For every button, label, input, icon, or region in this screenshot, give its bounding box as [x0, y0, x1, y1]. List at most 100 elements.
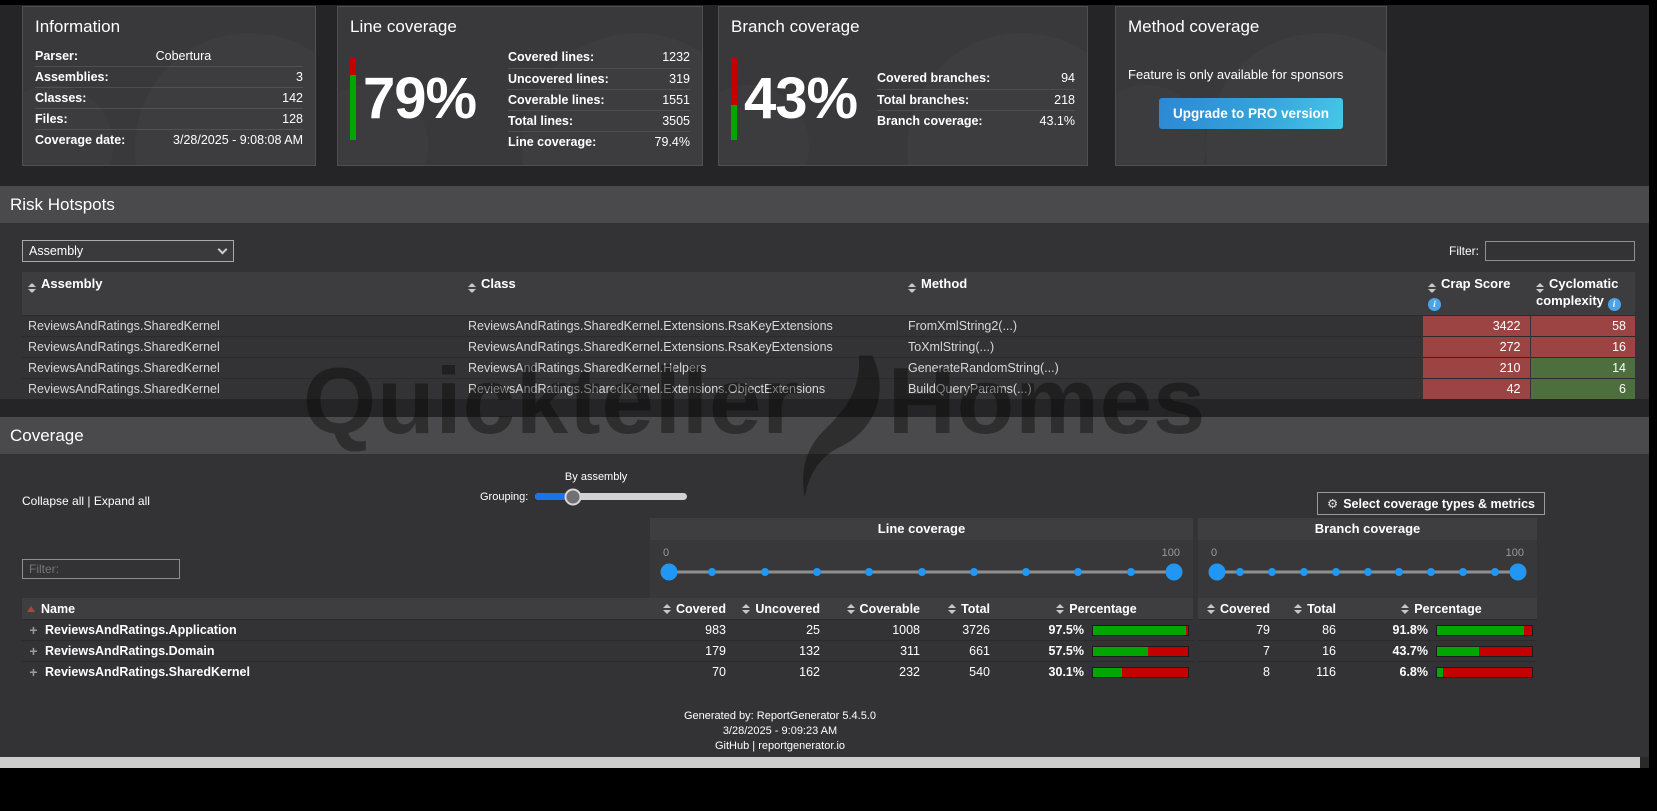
class-link[interactable]: ReviewsAndRatings.SharedKernel.Helpers	[462, 356, 902, 378]
column-label: Total	[961, 601, 990, 616]
github-link[interactable]: GitHub	[714, 740, 750, 752]
reportgenerator-link[interactable]: reportgenerator.io	[758, 740, 846, 752]
card-title: Line coverage	[350, 17, 457, 36]
grouping-slider[interactable]: By assembly	[535, 471, 688, 505]
method-link[interactable]: FromXmlString2(...)	[902, 314, 1422, 336]
info-value: 3	[296, 70, 303, 84]
range-slider-track[interactable]	[1208, 559, 1527, 585]
expand-plus-icon[interactable]: +	[29, 642, 38, 659]
slider-tick-dot	[1299, 568, 1308, 576]
sort-icon[interactable]	[1428, 283, 1436, 293]
coverage-report-page: Information Parser: Cobertura Assemblies…	[0, 5, 1649, 768]
range-slider-handle-min[interactable]	[660, 563, 678, 581]
grouping-value: By assembly	[564, 471, 628, 483]
column-header-branch-percentage[interactable]: Percentage	[1346, 598, 1537, 619]
line-coverage-range-slider[interactable]: 0 100	[650, 540, 1193, 598]
column-header-class[interactable]: Class	[462, 272, 902, 315]
info-icon[interactable]: i	[1607, 297, 1621, 311]
expand-all-link[interactable]: Expand all	[93, 494, 150, 508]
column-label: Crap Score	[1441, 276, 1511, 291]
line-percentage-cell: 57.5%	[1000, 640, 1193, 661]
card-title: Branch coverage	[731, 17, 860, 36]
info-icon[interactable]: i	[1428, 297, 1441, 311]
expand-plus-icon[interactable]: +	[29, 663, 38, 680]
range-slider-handle-min[interactable]	[1208, 563, 1226, 581]
method-link[interactable]: ToXmlString(...)	[902, 335, 1422, 357]
column-header-covered[interactable]: Covered	[650, 598, 736, 619]
method-link[interactable]: GenerateRandomString(...)	[902, 356, 1422, 378]
coverage-group-header-row: Line coverage Branch coverage	[22, 518, 1538, 540]
class-link[interactable]: ReviewsAndRatings.SharedKernel.Extension…	[462, 335, 902, 357]
assembly-cell: ReviewsAndRatings.SharedKernel	[22, 356, 462, 378]
branch-coverage-group-header: Branch coverage	[1198, 518, 1537, 540]
line-coverage-value: 79%	[363, 66, 477, 131]
detail-row: Total lines: 3505	[508, 109, 690, 131]
sort-icon[interactable]	[742, 603, 751, 614]
uncovered-bar-segment	[350, 58, 356, 75]
assembly-name[interactable]: ReviewsAndRatings.Application	[45, 623, 237, 637]
horizontal-scrollbar[interactable]	[0, 757, 1649, 768]
column-header-total[interactable]: Total	[930, 598, 1000, 619]
sort-icon[interactable]	[662, 603, 671, 614]
card-title: Method coverage	[1128, 17, 1260, 36]
gear-icon: ⚙	[1327, 496, 1339, 511]
sort-icon[interactable]	[948, 603, 957, 614]
expand-plus-icon[interactable]: +	[29, 621, 38, 638]
risk-grouping-select[interactable]: Assembly	[22, 240, 234, 262]
sort-icon[interactable]	[468, 283, 476, 293]
assembly-name-cell[interactable]: + ReviewsAndRatings.Domain	[22, 640, 650, 661]
method-coverage-card: Method coverage Feature is only availabl…	[1115, 6, 1387, 166]
range-slider-handle-max[interactable]	[1509, 563, 1527, 581]
range-slider-handle-max[interactable]	[1165, 563, 1183, 581]
sort-icon[interactable]	[846, 603, 855, 614]
grouping-slider-track[interactable]	[535, 493, 688, 500]
method-link[interactable]: BuildQueryParams(...)	[902, 377, 1422, 399]
column-header-uncovered[interactable]: Uncovered	[736, 598, 830, 619]
class-link[interactable]: ReviewsAndRatings.SharedKernel.Extension…	[462, 314, 902, 336]
sort-icon[interactable]	[908, 283, 916, 293]
column-header-crap-score[interactable]: Crap Score i	[1422, 272, 1530, 315]
branch-coverage-range-slider[interactable]: 0 100	[1198, 540, 1537, 598]
column-header-coverable[interactable]: Coverable	[830, 598, 930, 619]
class-link[interactable]: ReviewsAndRatings.SharedKernel.Extension…	[462, 377, 902, 399]
card-title: Information	[35, 17, 121, 36]
column-header-cyclomatic[interactable]: Cyclomatic complexity i	[1530, 272, 1635, 315]
column-header-name[interactable]: Name	[22, 598, 650, 619]
column-header-assembly[interactable]: Assembly	[22, 272, 462, 315]
column-header-branch-total[interactable]: Total	[1280, 598, 1346, 619]
sort-icon[interactable]	[1206, 603, 1215, 614]
info-label: Files:	[35, 112, 68, 126]
detail-value: 1551	[662, 92, 690, 107]
covered-bar-segment	[350, 74, 356, 140]
column-label: Name	[41, 601, 76, 616]
assembly-name-cell[interactable]: + ReviewsAndRatings.SharedKernel	[22, 661, 650, 682]
detail-row: Total branches: 218	[877, 88, 1075, 110]
column-label: Cyclomatic complexity	[1536, 276, 1619, 308]
risk-filter-input[interactable]	[1485, 241, 1635, 261]
sort-icon[interactable]	[1294, 603, 1303, 614]
risk-hotspots-section-bar: Risk Hotspots	[0, 186, 1649, 223]
horizontal-scrollbar-thumb[interactable]	[0, 757, 1640, 768]
column-header-branch-covered[interactable]: Covered	[1198, 598, 1280, 619]
column-header-percentage[interactable]: Percentage	[1000, 598, 1193, 619]
coverage-filter-input[interactable]	[22, 559, 180, 579]
range-slider-track[interactable]	[660, 559, 1183, 585]
grouping-slider-thumb[interactable]	[564, 488, 582, 505]
sort-icon[interactable]	[1056, 603, 1065, 614]
sort-icon[interactable]	[1536, 283, 1544, 293]
sort-icon[interactable]	[28, 283, 36, 293]
collapse-all-link[interactable]: Collapse all	[22, 494, 85, 508]
select-coverage-types-button[interactable]: ⚙ Select coverage types & metrics	[1317, 492, 1545, 515]
column-header-method[interactable]: Method	[902, 272, 1422, 315]
assembly-name[interactable]: ReviewsAndRatings.SharedKernel	[45, 665, 250, 679]
grouping-label: Grouping:	[480, 490, 529, 503]
footer-separator: |	[752, 740, 756, 752]
sort-icon[interactable]	[1401, 603, 1410, 614]
assembly-name-cell[interactable]: + ReviewsAndRatings.Application	[22, 619, 650, 640]
percentage-value: 6.8%	[1399, 665, 1429, 679]
slider-tick-dot	[1363, 568, 1372, 576]
assembly-name[interactable]: ReviewsAndRatings.Domain	[45, 644, 215, 658]
sort-ascending-icon[interactable]	[27, 605, 35, 612]
upgrade-pro-button[interactable]: Upgrade to PRO version	[1158, 98, 1344, 129]
info-value: 142	[282, 91, 303, 105]
